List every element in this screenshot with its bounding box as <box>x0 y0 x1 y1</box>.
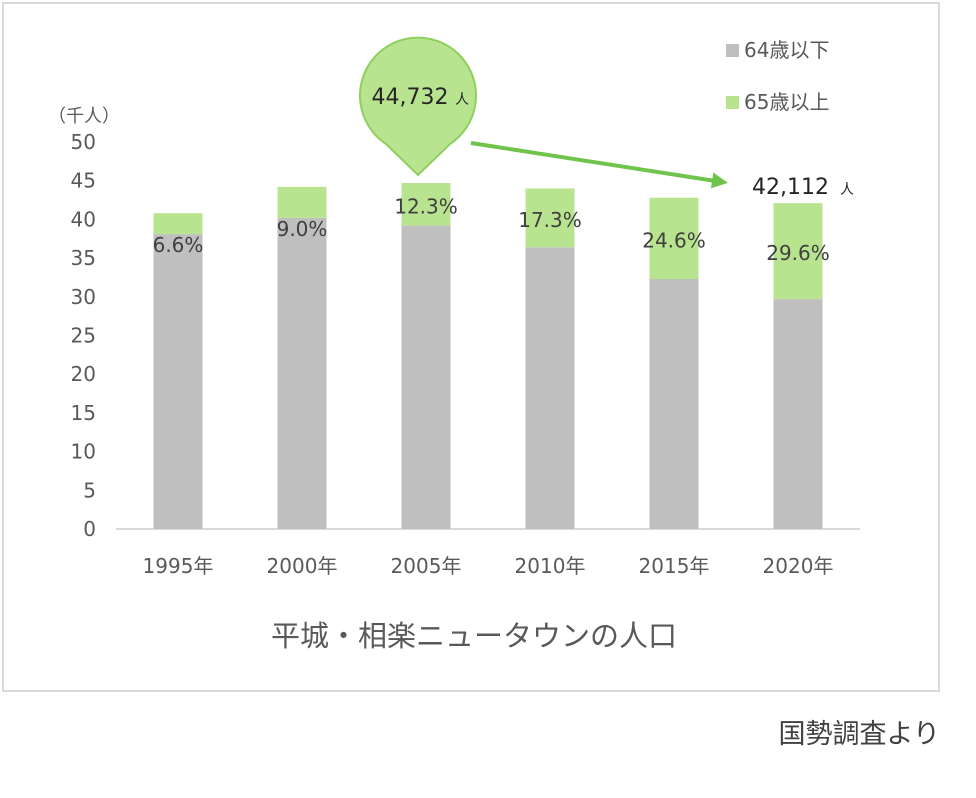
bar-65-plus <box>153 213 203 235</box>
trend-arrow-head <box>710 172 728 189</box>
y-tick-label: 50 <box>71 130 96 154</box>
y-tick-label: 10 <box>71 440 96 464</box>
y-tick-label: 35 <box>71 246 96 270</box>
data-label: 17.3% <box>518 208 582 232</box>
trend-arrow-line <box>470 141 723 184</box>
bar-under-64 <box>773 299 823 529</box>
axis-layer: 0 5 10 15 20 25 30 35 40 45 50 1995年 2000年 2005年 2010年… <box>71 130 860 578</box>
legend-label: 65歳以上 <box>744 90 829 114</box>
annot-layer: 44,732 人 42,112 人 <box>359 36 854 200</box>
legend-swatch <box>726 96 739 109</box>
data-label: 29.6% <box>766 241 830 265</box>
source-note: 国勢調査より <box>778 719 940 750</box>
bar-65-plus <box>649 197 699 279</box>
bar-under-64 <box>401 225 451 530</box>
bar-65-plus <box>277 186 327 218</box>
latest-value: 42,112 <box>752 175 829 200</box>
x-tick-label: 2010年 <box>515 554 586 578</box>
chart-frame: 0 5 10 15 20 25 30 35 40 45 50 1995年 2000年 2005年 2010年… <box>2 2 940 692</box>
x-tick-label: 2020年 <box>763 554 834 578</box>
y-tick-label: 20 <box>71 362 96 386</box>
data-label: 9.0% <box>277 217 328 241</box>
bar-65-plus <box>401 183 451 226</box>
peak-value: 44,732 <box>372 85 449 110</box>
data-label: 24.6% <box>642 228 706 252</box>
latest-unit: 人 <box>840 182 854 198</box>
y-tick-label: 30 <box>71 285 96 309</box>
x-tick-label: 1995年 <box>143 554 214 578</box>
chart-title: 平城・相楽ニュータウンの人口 <box>271 619 677 653</box>
y-tick-label: 15 <box>71 401 96 425</box>
legend-label: 64歳以下 <box>744 38 829 62</box>
legend-layer: 64歳以下 65歳以上 <box>726 38 829 114</box>
y-tick-label: 25 <box>71 324 96 348</box>
bar-under-64 <box>525 247 575 529</box>
y-axis-unit-label: （千人） <box>48 106 120 127</box>
bar-under-64 <box>277 217 327 530</box>
legend-swatch <box>726 44 739 57</box>
y-tick-label: 45 <box>71 169 96 193</box>
peak-callout-bubble <box>359 36 477 177</box>
x-tick-label: 2005年 <box>391 554 462 578</box>
bar-under-64 <box>649 278 699 529</box>
bar-65-plus <box>773 203 823 300</box>
y-tick-label: 0 <box>83 517 96 541</box>
x-tick-label: 2000年 <box>267 554 338 578</box>
bar-under-64 <box>153 234 203 529</box>
x-tick-label: 2015年 <box>639 554 710 578</box>
y-tick-label: 40 <box>71 207 96 231</box>
label-layer: 6.6% 9.0% 12.3% 17.3% 24.6% 29.6% <box>153 194 830 265</box>
data-label: 12.3% <box>394 194 458 218</box>
bar-layer <box>153 183 823 530</box>
chart-svg: 0 5 10 15 20 25 30 35 40 45 50 1995年 2000年 2005年 2010年… <box>48 36 860 653</box>
y-tick-label: 5 <box>83 478 96 502</box>
bar-65-plus <box>525 188 575 248</box>
peak-unit: 人 <box>455 92 469 108</box>
data-label: 6.6% <box>153 233 204 257</box>
